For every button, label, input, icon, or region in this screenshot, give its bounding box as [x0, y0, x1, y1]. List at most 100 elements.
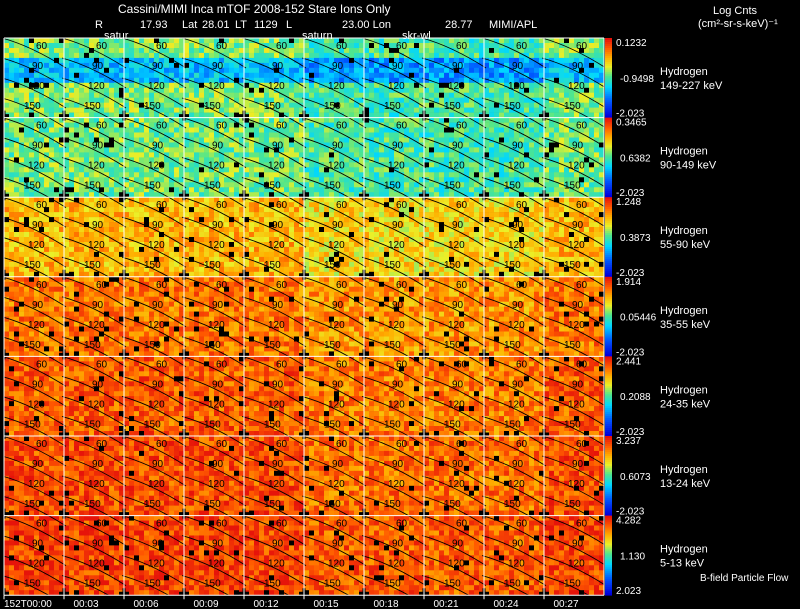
contour-label: 60	[156, 41, 168, 52]
contour-label: 120	[208, 240, 225, 251]
contour-label: 120	[388, 399, 405, 410]
contour-label: 120	[508, 320, 525, 331]
contour-label: 60	[336, 41, 348, 52]
colorbar-2: 0.3465 0.6382 -2.023	[605, 117, 651, 199]
contour-label: 120	[208, 81, 225, 92]
contour-label: 60	[156, 121, 168, 132]
contour-label: 60	[216, 280, 228, 291]
time-tick-label: 00:03	[73, 599, 98, 609]
colorbar-max-label: 0.1232	[616, 38, 647, 49]
contour-label: 90	[392, 61, 404, 72]
contour-label: 90	[392, 300, 404, 311]
contour-label: 90	[272, 459, 284, 470]
contour-label: 120	[88, 161, 105, 172]
contour-label: 60	[516, 200, 528, 211]
contour-label: 60	[216, 200, 228, 211]
contour-label: 120	[448, 81, 465, 92]
contour-label: 90	[452, 141, 464, 152]
contour-label: 60	[36, 41, 48, 52]
heatmap-row-4	[4, 276, 605, 357]
colorbar-min-label: -2.023	[616, 268, 645, 279]
contour-label: 120	[568, 240, 585, 251]
contour-label: 120	[28, 399, 45, 410]
contour-label: 90	[272, 141, 284, 152]
contour-label: 90	[572, 459, 584, 470]
contour-label: 90	[32, 61, 44, 72]
contour-label: 60	[96, 280, 108, 291]
contour-cell: 60 90 120 150	[179, 276, 247, 368]
contour-label: 120	[268, 479, 285, 490]
contour-label: 150	[24, 260, 41, 271]
l-label: L	[286, 19, 293, 31]
contour-label: 90	[332, 141, 344, 152]
contour-label: 60	[336, 200, 348, 211]
heatmap-row-6	[4, 436, 605, 516]
contour-label: 120	[448, 479, 465, 490]
contour-label: 120	[388, 240, 405, 251]
contour-label: 120	[388, 479, 405, 490]
contour-label: 120	[568, 161, 585, 172]
contour-label: 150	[144, 419, 161, 430]
contour-label: 60	[396, 121, 408, 132]
contour-label: 150	[564, 579, 581, 590]
contour-label: 120	[508, 479, 525, 490]
contour-label: 90	[572, 379, 584, 390]
contour-label: 60	[216, 359, 228, 370]
contour-label: 60	[156, 519, 168, 530]
contour-cell: 60 90 120 150	[239, 37, 307, 129]
overlay-label-skr-wl: skr-wl	[402, 30, 431, 42]
contour-cell: 60 90 120 150	[419, 355, 487, 447]
contour-label: 150	[384, 419, 401, 430]
contour-label: 60	[216, 439, 228, 450]
colorbar-3: 1.248 0.3873 -2.023	[605, 197, 651, 279]
contour-label: 60	[96, 439, 108, 450]
extra-value: 28.77	[445, 19, 473, 31]
contour-label: 60	[456, 41, 468, 52]
contour-label: 90	[212, 300, 224, 311]
contour-label: 150	[324, 419, 341, 430]
contour-label: 120	[448, 161, 465, 172]
contour-label: 90	[452, 459, 464, 470]
contour-label: 60	[156, 359, 168, 370]
contour-label: 90	[392, 379, 404, 390]
contour-cell: 60 90 120 150	[239, 515, 307, 606]
colorbar-title: Log Cnts	[713, 5, 758, 17]
contour-label: 90	[512, 61, 524, 72]
colorbar-max-label: 2.441	[616, 356, 641, 367]
contour-label: 150	[504, 181, 521, 192]
contour-label: 150	[144, 579, 161, 590]
time-tick-label: 00:24	[493, 599, 518, 609]
contour-label: 90	[512, 459, 524, 470]
contour-label: 150	[564, 340, 581, 351]
time-tick-label: 00:12	[253, 599, 278, 609]
contour-cell: 60 90 120 150	[299, 37, 367, 129]
contour-label: 90	[332, 539, 344, 550]
contour-label: 60	[36, 121, 48, 132]
contour-label: 60	[96, 200, 108, 211]
contour-cell: 60 90 120 150	[299, 276, 367, 368]
contour-label: 60	[336, 121, 348, 132]
contour-label: 120	[148, 240, 165, 251]
contour-label: 90	[332, 220, 344, 231]
contour-label: 60	[516, 519, 528, 530]
contour-label: 150	[24, 181, 41, 192]
contour-label: 90	[572, 61, 584, 72]
contour-label: 120	[88, 320, 105, 331]
contour-label: 60	[516, 121, 528, 132]
contour-label: 120	[28, 559, 45, 570]
contour-label: 150	[264, 579, 281, 590]
contour-label: 150	[24, 499, 41, 510]
contour-label: 150	[444, 340, 461, 351]
contour-label: 120	[148, 81, 165, 92]
contour-cell: 60 90 120 150	[299, 435, 367, 527]
overlay-label-satur: satur	[104, 30, 129, 42]
colorbar-max-label: 0.3465	[616, 118, 647, 129]
contour-label: 60	[36, 280, 48, 291]
contour-label: 90	[92, 61, 104, 72]
contour-cell: 60 90 120 150	[179, 37, 247, 129]
contour-label: 120	[508, 161, 525, 172]
contour-label: 150	[504, 419, 521, 430]
lt-value: 1129	[254, 19, 278, 31]
contour-label: 150	[504, 260, 521, 271]
contour-label: 150	[24, 340, 41, 351]
